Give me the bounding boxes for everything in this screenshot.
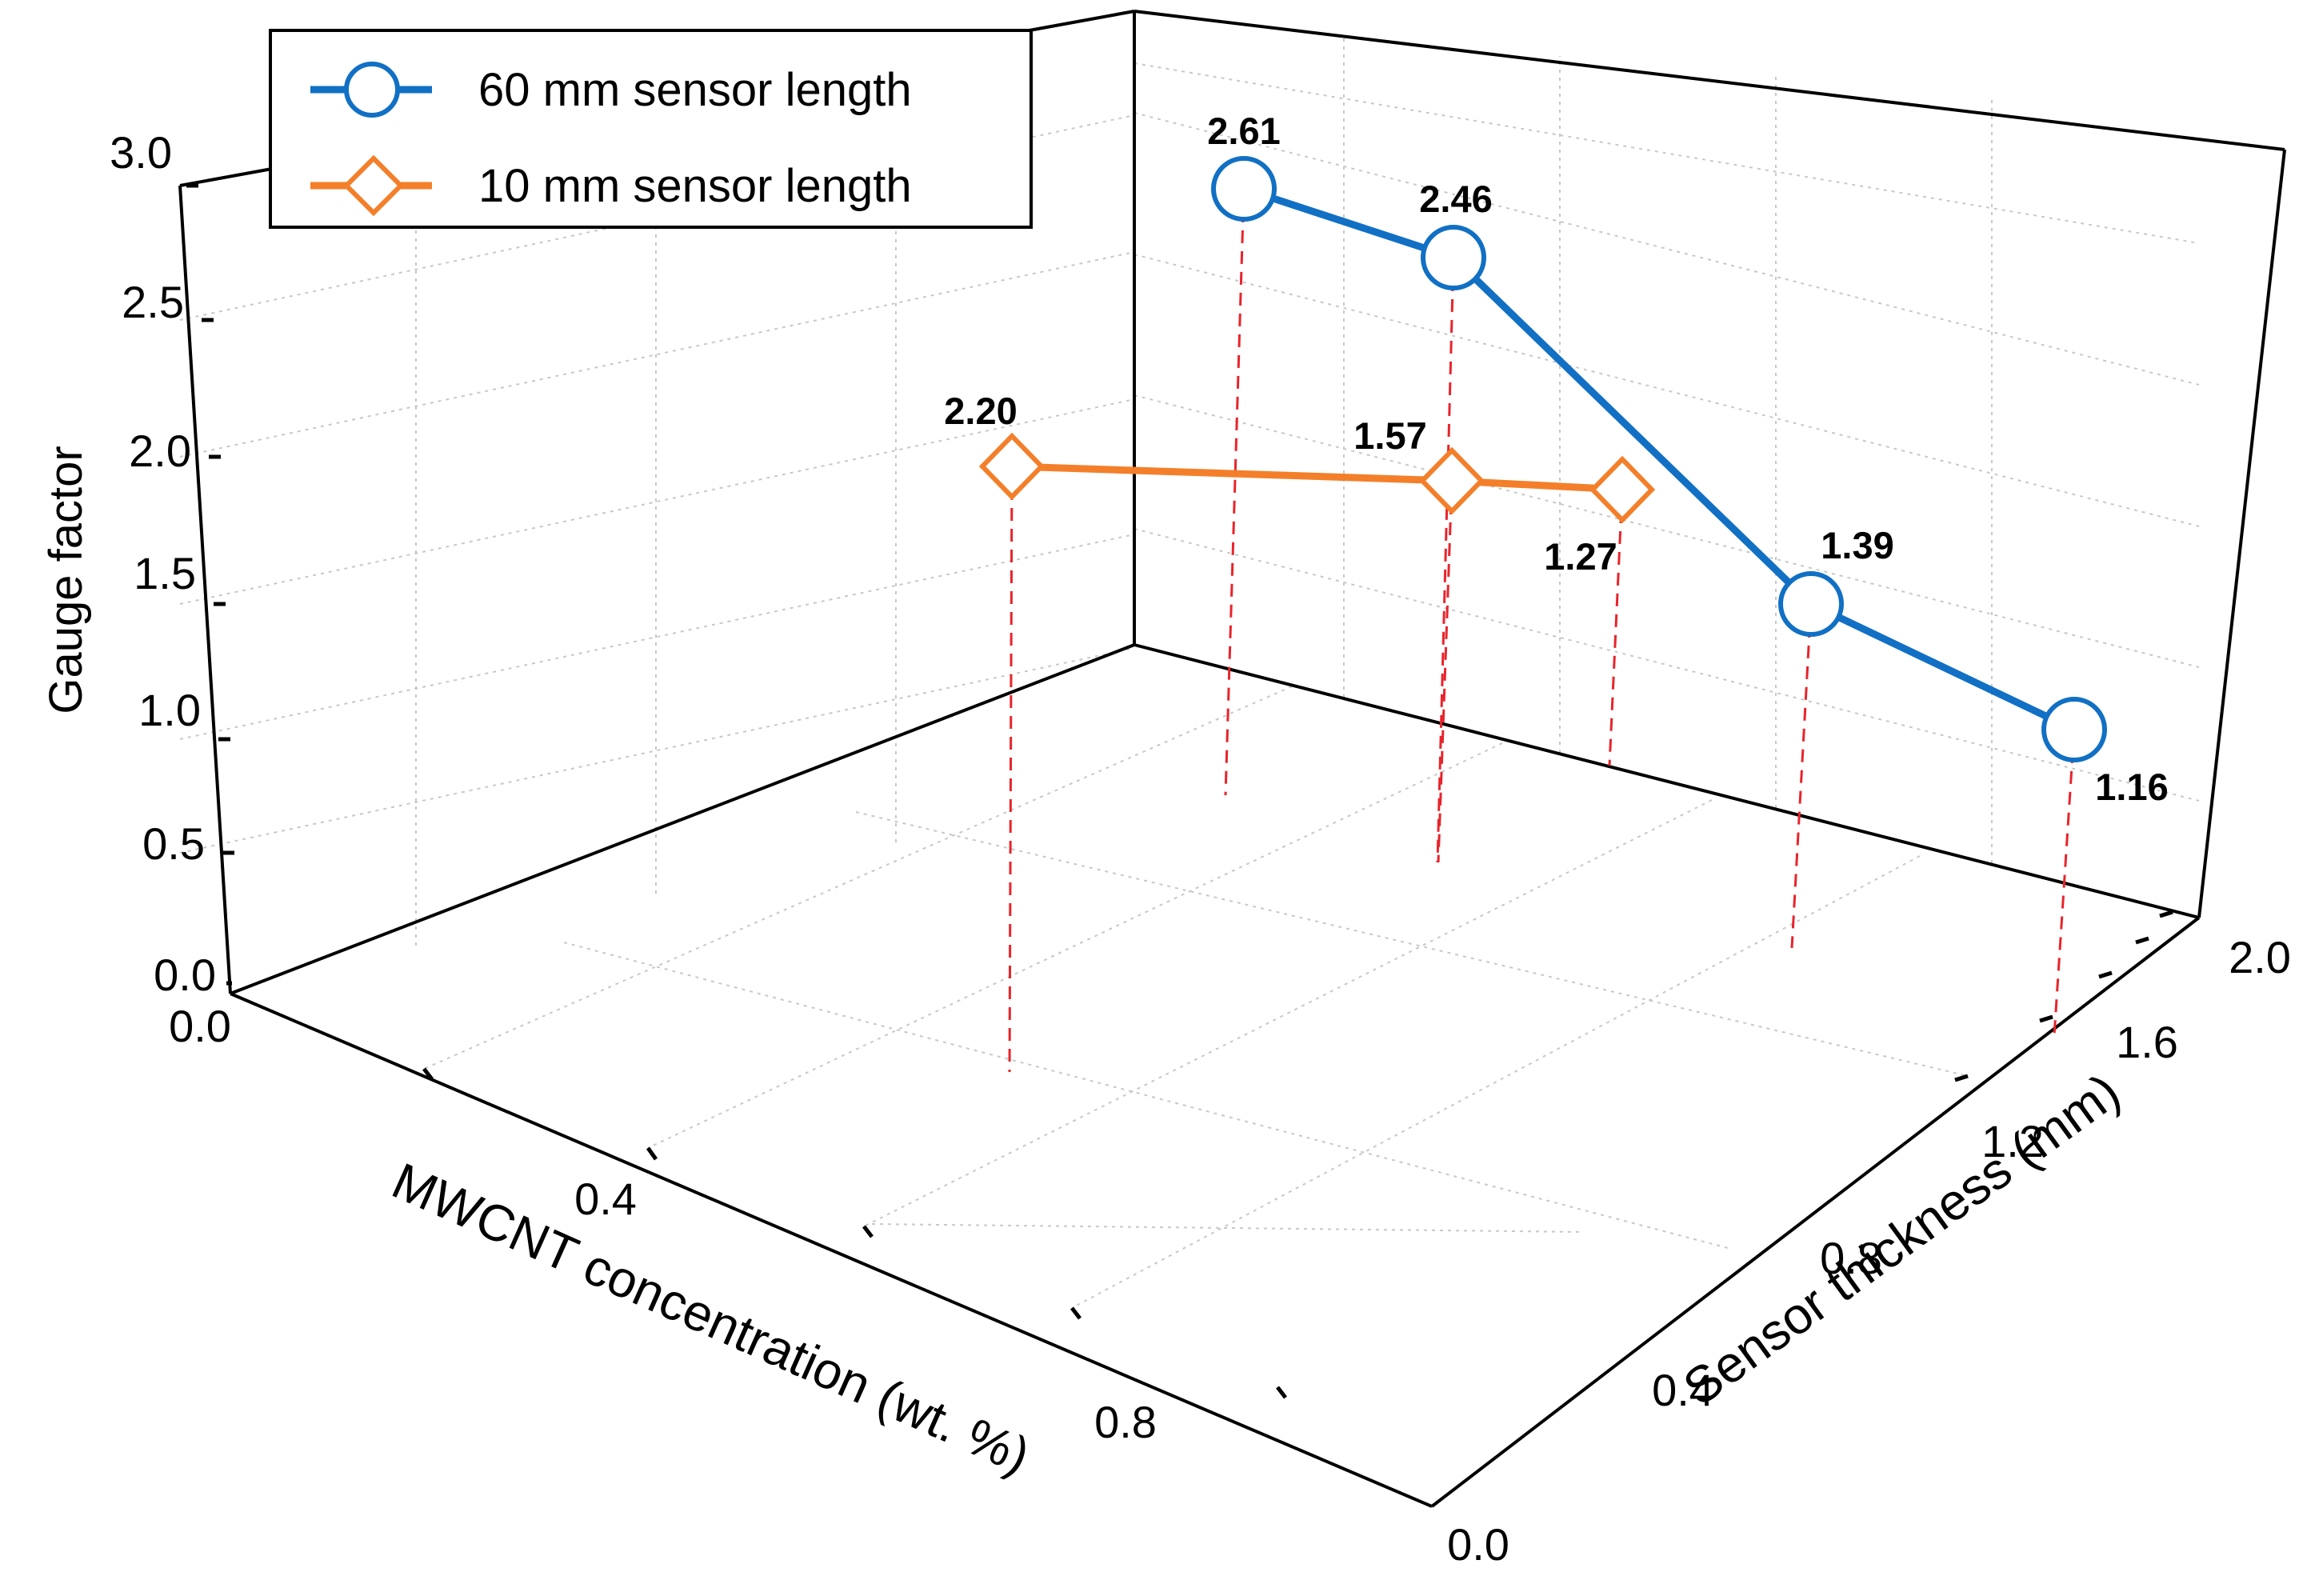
axes-frame xyxy=(178,10,2286,1508)
y-tick-1: 0.4 xyxy=(1652,1365,1714,1415)
drop-line-1 xyxy=(1224,188,1245,796)
legend-label-10mm: 10 mm sensor length xyxy=(478,160,912,212)
data-labels: 2.61 2.46 1.39 1.16 2.20 1.57 1.27 xyxy=(944,110,2168,808)
legend-label-60mm: 60 mm sensor length xyxy=(478,64,912,116)
marker-60mm-1 xyxy=(1211,156,1277,222)
data-label-60mm-2: 2.46 xyxy=(1419,178,1492,220)
y-tick-labels: 0.0 0.4 0.8 1.2 1.6 2.0 xyxy=(1447,932,2291,1570)
y-tick-0: 0.0 xyxy=(1447,1519,1509,1570)
marker-60mm-4 xyxy=(2041,697,2107,762)
z-tick-5: 2.5 xyxy=(122,277,184,327)
tick-marks xyxy=(186,183,2173,1399)
data-label-60mm-3: 1.39 xyxy=(1821,524,1893,566)
legend: 60 mm sensor length 10 mm sensor length xyxy=(269,29,1033,229)
z-tick-2: 1.0 xyxy=(138,685,201,735)
series-60mm-markers xyxy=(1211,156,2107,762)
legend-marker-60mm xyxy=(344,62,400,118)
drop-line-6 xyxy=(1437,480,1453,863)
x-axis-title: MWCNT concentration (wt. %) xyxy=(384,1152,1038,1486)
z-tick-6: 3.0 xyxy=(110,127,172,178)
marker-60mm-2 xyxy=(1421,225,1486,290)
data-label-60mm-1: 2.61 xyxy=(1207,110,1280,152)
marker-10mm-1 xyxy=(978,432,1046,501)
x-tick-1: 0.4 xyxy=(574,1174,637,1224)
drop-line-7 xyxy=(1608,489,1624,766)
y-tick-2: 0.8 xyxy=(1820,1233,1882,1283)
x-tick-0: 0.0 xyxy=(169,1001,231,1051)
drop-line-2 xyxy=(1436,257,1455,863)
data-label-10mm-2: 1.57 xyxy=(1353,414,1426,457)
drop-line-4 xyxy=(2053,729,2076,1037)
series-line-60mm xyxy=(1242,185,2076,734)
marker-10mm-3 xyxy=(1589,455,1656,524)
marker-60mm-3 xyxy=(1778,571,1844,637)
data-label-10mm-1: 2.20 xyxy=(944,390,1017,432)
drop-line-3 xyxy=(1790,603,1813,949)
z-tick-1: 0.5 xyxy=(142,818,205,869)
y-axis-title: Sensor thickness (mm) xyxy=(1673,1062,2130,1417)
legend-box xyxy=(269,29,1033,229)
z-axis-title: Gauge factor xyxy=(40,446,92,714)
data-label-60mm-4: 1.16 xyxy=(2095,766,2168,808)
y-tick-3: 1.2 xyxy=(1981,1116,2044,1166)
series-10mm-markers xyxy=(978,432,1656,524)
legend-marker-10mm xyxy=(342,154,405,217)
x-tick-2: 0.8 xyxy=(1094,1397,1157,1447)
marker-10mm-2 xyxy=(1418,446,1485,515)
z-tick-labels: 0.0 0.5 1.0 1.5 2.0 2.5 3.0 xyxy=(110,127,216,1000)
drop-line-5 xyxy=(1008,466,1014,1073)
series-line-10mm xyxy=(1011,462,1623,494)
z-tick-3: 1.5 xyxy=(134,548,196,598)
x-tick-labels: 0.0 0.4 0.8 xyxy=(169,1001,1157,1447)
z-tick-4: 2.0 xyxy=(129,426,191,476)
y-tick-4: 1.6 xyxy=(2116,1017,2178,1067)
drop-lines xyxy=(1008,188,2076,1073)
z-tick-0: 0.0 xyxy=(154,950,216,1000)
y-tick-5: 2.0 xyxy=(2229,932,2291,982)
data-label-10mm-3: 1.27 xyxy=(1544,535,1617,578)
